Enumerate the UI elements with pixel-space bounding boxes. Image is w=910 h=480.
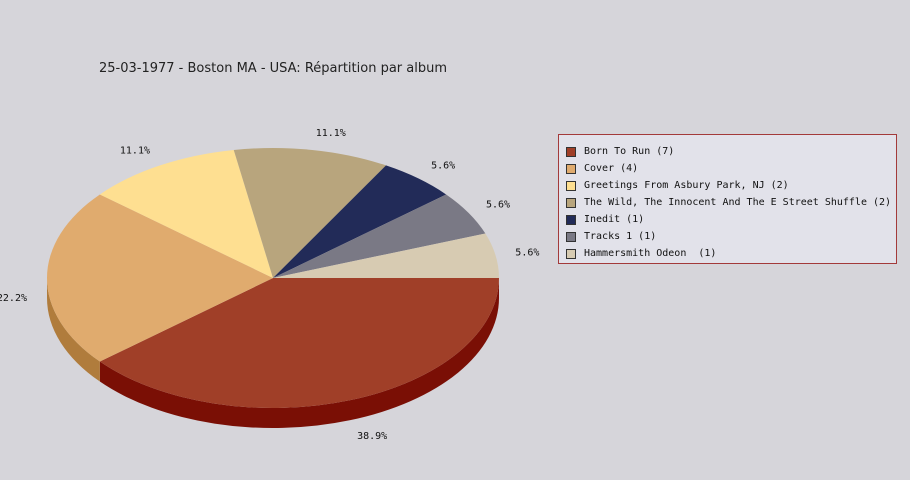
pie-side-0 bbox=[99, 278, 499, 429]
legend-item-6: Hammersmith Odeon (1) bbox=[566, 245, 896, 262]
legend-item-1: Cover (4) bbox=[566, 160, 896, 177]
slice-percent-label-2: 11.1% bbox=[120, 146, 150, 157]
pie-slice-0 bbox=[99, 278, 499, 408]
pie-slice-3 bbox=[233, 148, 386, 278]
slice-percent-label-1: 22.2% bbox=[0, 293, 27, 304]
legend-item-3: The Wild, The Innocent And The E Street … bbox=[566, 194, 896, 211]
legend-item-5: Tracks 1 (1) bbox=[566, 228, 896, 245]
legend-item-2: Greetings From Asbury Park, NJ (2) bbox=[566, 177, 896, 194]
slice-percent-label-6: 5.6% bbox=[515, 248, 539, 259]
slice-percent-label-0: 38.9% bbox=[357, 431, 387, 442]
pie-side-1 bbox=[47, 278, 100, 382]
legend-swatch-6 bbox=[566, 248, 576, 259]
pie-slice-2 bbox=[99, 149, 273, 278]
legend-swatch-2 bbox=[566, 180, 576, 191]
legend-swatch-0 bbox=[566, 146, 576, 157]
pie-slice-4 bbox=[273, 165, 447, 278]
slice-percent-label-5: 5.6% bbox=[486, 200, 510, 211]
pie-slice-5 bbox=[273, 194, 486, 278]
legend-item-4: Inedit (1) bbox=[566, 211, 896, 228]
legend-label-5: Tracks 1 (1) bbox=[584, 231, 657, 242]
chart-title: 25-03-1977 - Boston MA - USA: Répartitio… bbox=[99, 61, 448, 76]
legend-label-2: Greetings From Asbury Park, NJ (2) bbox=[584, 180, 789, 191]
legend-label-0: Born To Run (7) bbox=[584, 146, 675, 157]
legend-label-4: Inedit (1) bbox=[584, 214, 645, 225]
legend-swatch-3 bbox=[566, 197, 576, 208]
legend-label-3: The Wild, The Innocent And The E Street … bbox=[584, 197, 892, 208]
legend-label-1: Cover (4) bbox=[584, 163, 639, 174]
legend-label-6: Hammersmith Odeon (1) bbox=[584, 248, 717, 259]
slice-percent-label-3: 11.1% bbox=[316, 128, 346, 139]
pie-slice-1 bbox=[47, 194, 274, 362]
legend-swatch-5 bbox=[566, 231, 576, 242]
slice-percent-label-4: 5.6% bbox=[431, 160, 455, 171]
legend-swatch-4 bbox=[566, 214, 576, 225]
chart-legend: Born To Run (7) Cover (4) Greetings From A… bbox=[558, 134, 897, 264]
legend-swatch-1 bbox=[566, 163, 576, 174]
legend-item-0: Born To Run (7) bbox=[566, 143, 896, 160]
pie-slice-6 bbox=[273, 233, 499, 278]
